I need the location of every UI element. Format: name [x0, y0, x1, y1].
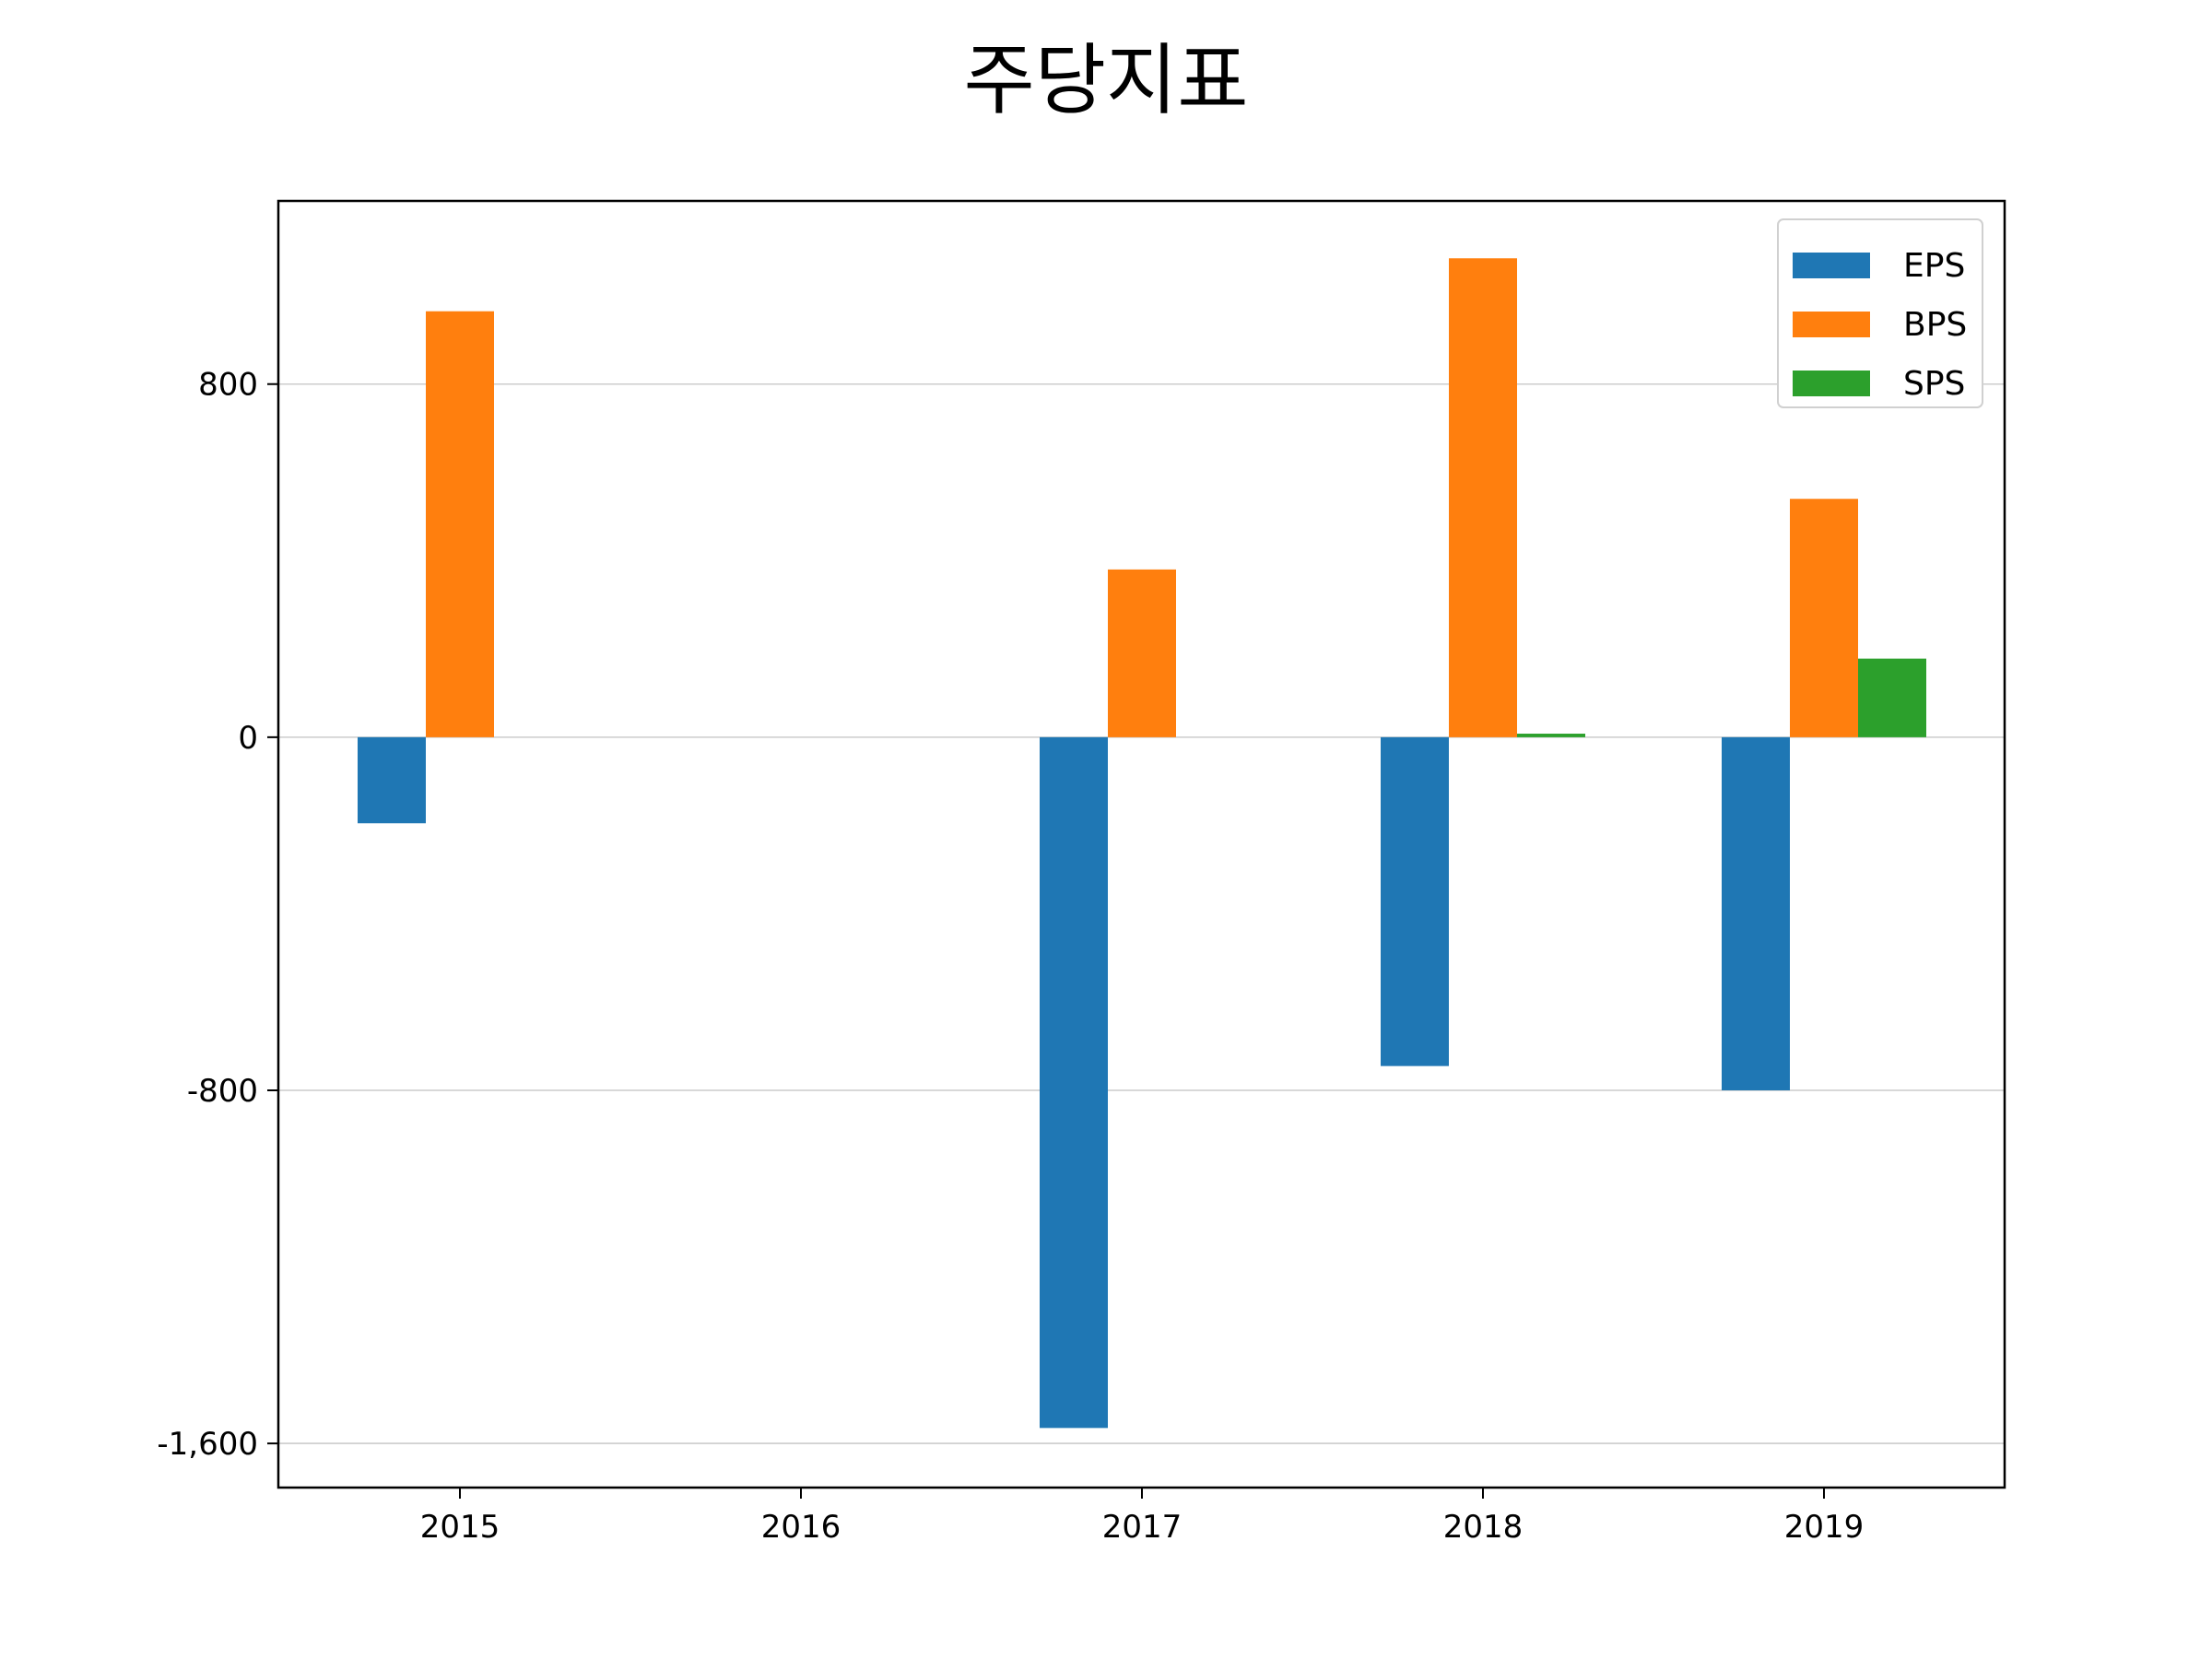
x-tick-label: 2016 — [761, 1509, 841, 1546]
bar-bps-2015 — [426, 311, 494, 737]
legend-label-eps: EPS — [1903, 247, 1965, 285]
axes: 800 0 -800 -1,600 2015 2016 2017 2018 2019 — [157, 367, 1864, 1546]
bar-sps-2018 — [1517, 734, 1585, 737]
legend-swatch-bps — [1793, 312, 1870, 337]
chart-title: 주당지표 — [963, 35, 1249, 125]
y-tick-label: -800 — [187, 1073, 258, 1110]
y-tick-label: -1,600 — [157, 1426, 258, 1463]
x-tick-label: 2017 — [1102, 1509, 1182, 1546]
bar-eps-2019 — [1722, 736, 1790, 1090]
x-tick-label: 2015 — [420, 1509, 500, 1546]
bar-bps-2018 — [1449, 258, 1517, 737]
bar-bps-2019 — [1790, 499, 1858, 737]
x-tick-label: 2018 — [1443, 1509, 1524, 1546]
x-tick-label: 2019 — [1784, 1509, 1865, 1546]
bar-eps-2015 — [358, 736, 426, 824]
legend-label-bps: BPS — [1903, 306, 1967, 344]
legend-label-sps: SPS — [1903, 365, 1965, 403]
legend: EPS BPS SPS — [1777, 218, 1983, 408]
y-tick-label: 800 — [198, 367, 258, 404]
legend-swatch-sps — [1793, 371, 1870, 396]
legend-swatch-eps — [1793, 253, 1870, 278]
y-tick-label: 0 — [238, 720, 258, 757]
bar-sps-2019 — [1858, 658, 1926, 737]
bar-eps-2018 — [1381, 736, 1449, 1066]
bar-bps-2017 — [1108, 569, 1176, 737]
bars — [358, 258, 1926, 1429]
bar-eps-2017 — [1040, 736, 1108, 1429]
